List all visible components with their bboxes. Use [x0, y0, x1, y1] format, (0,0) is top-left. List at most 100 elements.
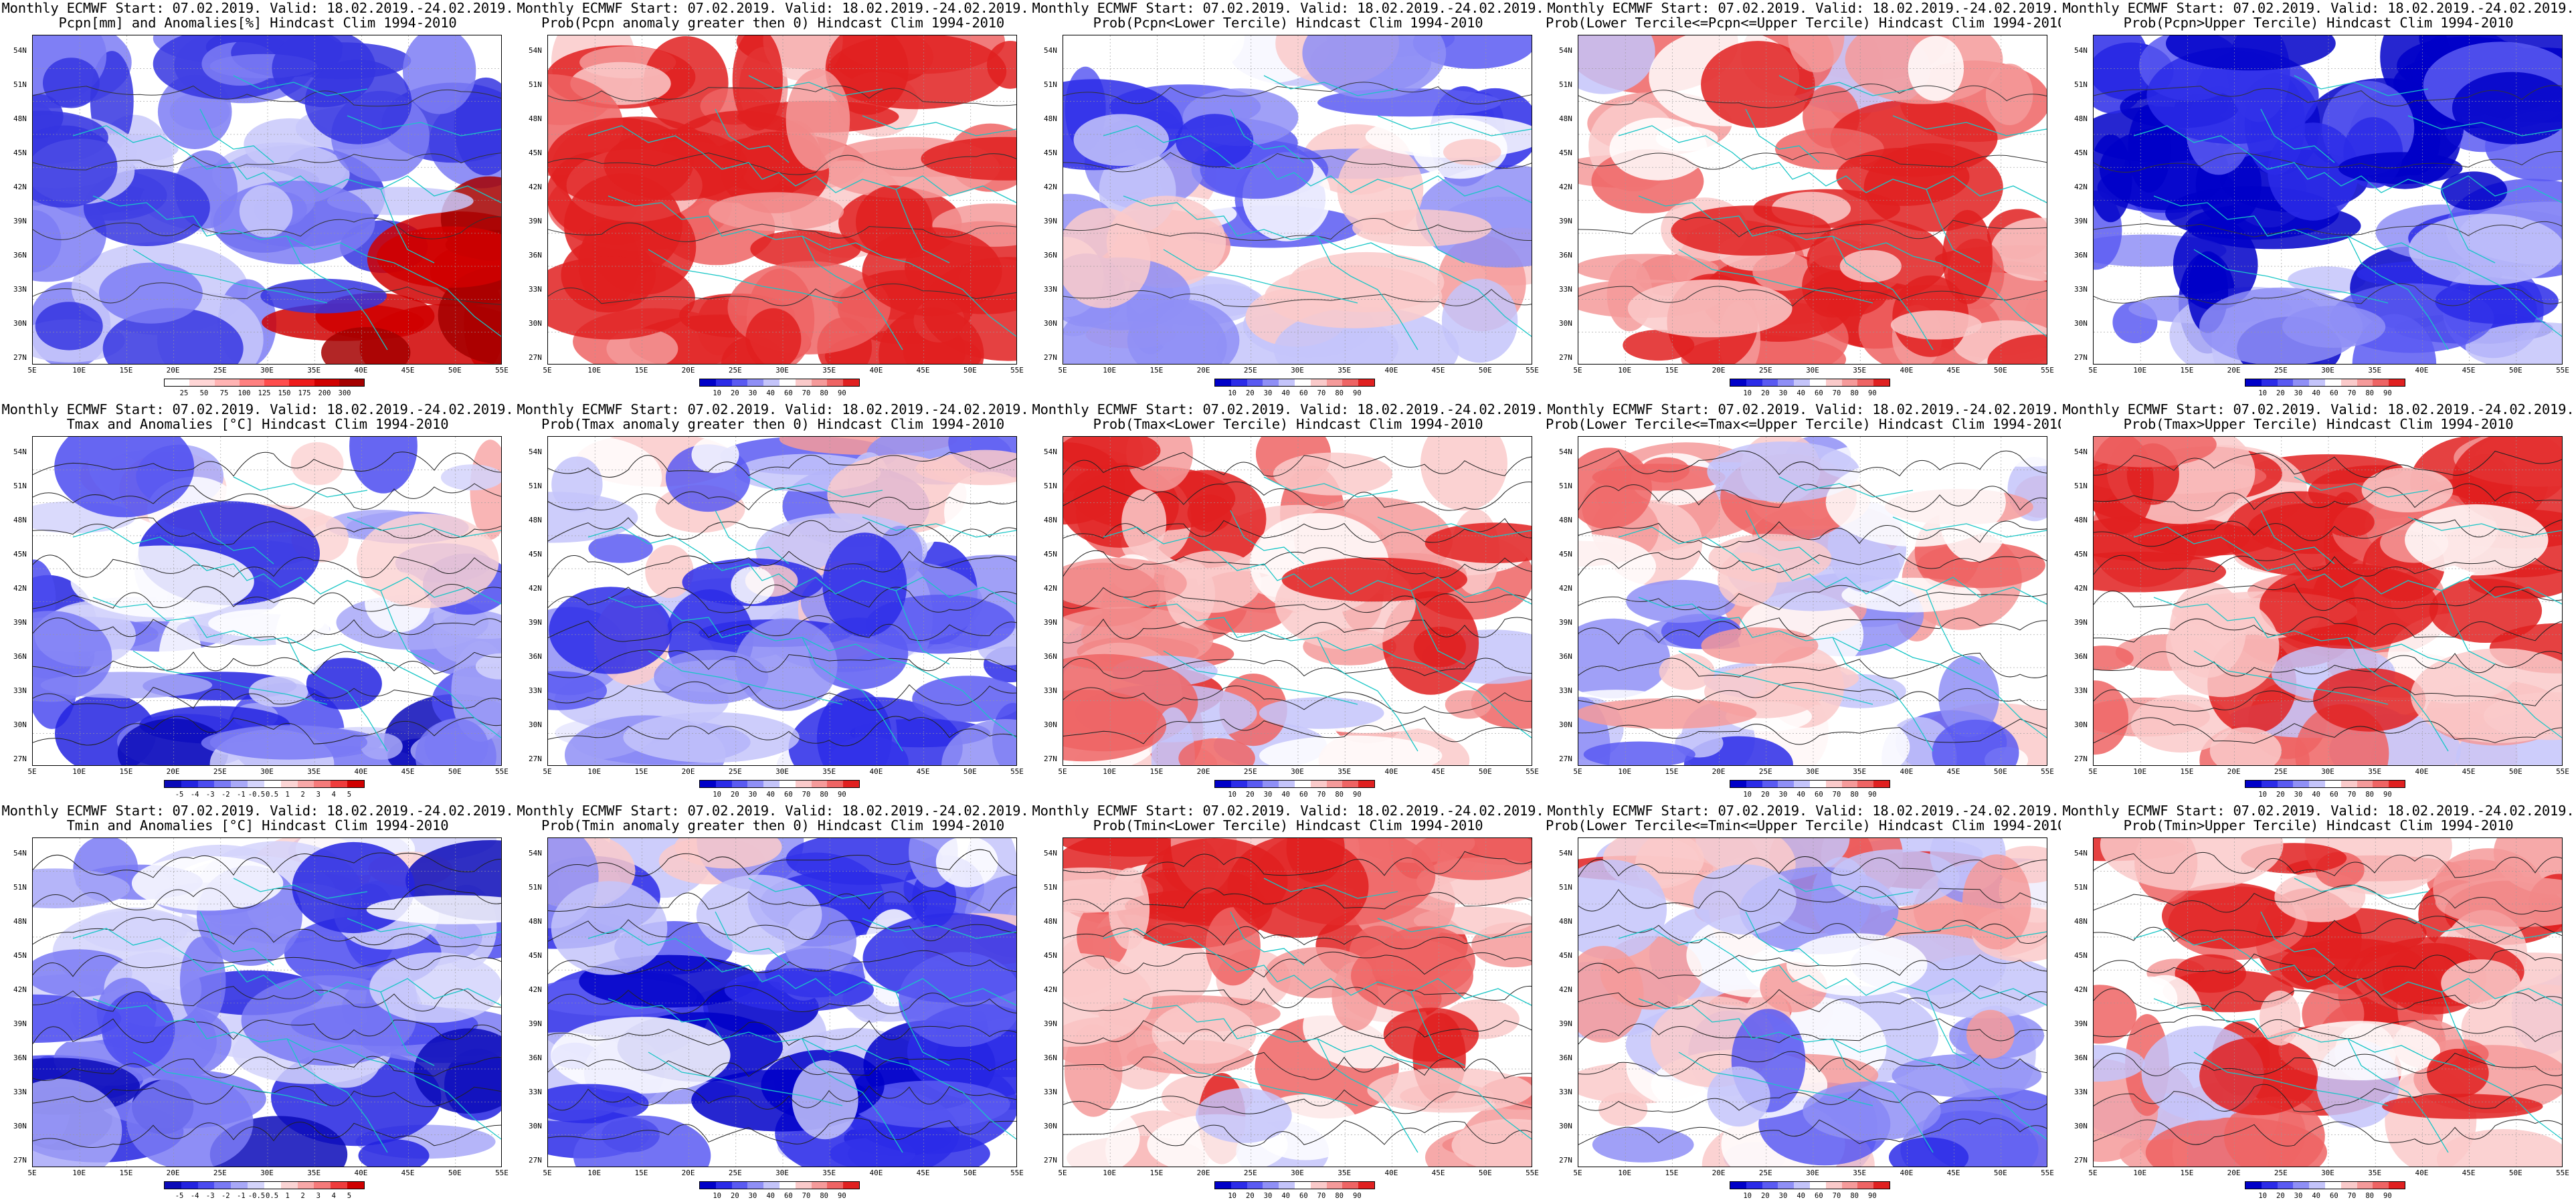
coastline: [802, 1038, 903, 1153]
colour-scale-swatch: [2245, 379, 2262, 386]
field-patch: [1064, 1024, 1123, 1117]
colour-scale-label: 20: [1246, 791, 1255, 799]
colour-scale-label: 60: [1299, 791, 1308, 799]
colour-scale-swatch: [731, 379, 748, 386]
colour-scale-swatch: [2389, 781, 2405, 787]
colour-scale-swatch: [2293, 781, 2310, 787]
colour-scale-label: 20: [1761, 1192, 1770, 1200]
colour-scale-swatch: [331, 781, 348, 787]
colour-scale-swatch: [747, 1182, 764, 1189]
field-patch: [912, 676, 1016, 722]
coastline: [2347, 235, 2449, 350]
colour-scale-bar: [1214, 780, 1375, 788]
colour-scale-label: 10: [1743, 1192, 1752, 1200]
coastline: [1163, 1051, 1358, 1106]
colour-scale-label: 80: [2365, 791, 2374, 799]
field-patch: [2409, 213, 2562, 286]
longitude-label: 35E: [1853, 1169, 1867, 1177]
colour-scale-swatch: [2373, 379, 2389, 386]
field-patch: [1932, 719, 2019, 765]
colour-scale-swatch: [795, 781, 812, 787]
colour-scale-swatch: [1263, 781, 1279, 787]
colour-scale-label: 40: [766, 791, 775, 799]
latitude-label: 36N: [1044, 251, 1057, 260]
field-patch: [1627, 279, 1792, 338]
longitude-label: 20E: [681, 767, 695, 776]
panel-title-line2: Prob(Lower Tercile<=Tmax<=Upper Tercile)…: [1546, 416, 2061, 432]
field-patch: [1187, 494, 1232, 532]
field-patch: [35, 302, 103, 350]
field-patch: [475, 653, 501, 680]
latitude-label: 30N: [1044, 1122, 1057, 1130]
colour-scale-label: 10: [2258, 1192, 2267, 1200]
longitude-label: 30E: [2321, 1169, 2334, 1177]
colour-scale-label: 70: [2347, 1192, 2357, 1200]
longitude-label: 35E: [1338, 767, 1352, 776]
isotherm-contour: [1578, 985, 2047, 1013]
isotherm-contour: [548, 517, 1016, 543]
isotherm-contour: [2094, 1119, 2562, 1146]
longitude-label: 50E: [1993, 366, 2007, 375]
colour-scale-label: -4: [190, 791, 199, 799]
isotherm-contour: [1578, 886, 2047, 912]
colour-scale-label: 10: [1228, 389, 1236, 397]
latitude-label: 42N: [13, 985, 27, 994]
coastline: [233, 75, 368, 96]
panel-title-line1: Monthly ECMWF Start: 07.02.2019. Valid: …: [2062, 803, 2575, 819]
colour-scale-label: 3: [316, 791, 320, 799]
isotherm-contour: [1578, 1018, 2047, 1045]
longitude-label: 50E: [1478, 767, 1492, 776]
isotherm-contour: [33, 686, 501, 709]
latitude-label: 48N: [529, 516, 542, 524]
colour-scale-swatch: [314, 1182, 331, 1189]
colour-scale-swatch: [795, 1182, 812, 1189]
coastline: [132, 650, 328, 705]
colour-scale-swatch: [715, 781, 732, 787]
field-patch: [1578, 35, 1655, 94]
isotherm-contour: [1578, 520, 2047, 548]
field-patch: [290, 442, 344, 486]
colour-scale-swatch: [2309, 379, 2325, 386]
colour-scale-label: -1: [237, 1192, 246, 1200]
longitude-label: 30E: [2321, 767, 2334, 776]
field-patch: [2382, 1094, 2543, 1119]
longitude-label: 40E: [1900, 1169, 1914, 1177]
latitude-label: 33N: [13, 1088, 27, 1096]
isotherm-contour: [2094, 1084, 2562, 1112]
colour-scale-label: 60: [784, 791, 793, 799]
colour-scale-label: 0.5: [266, 791, 279, 799]
field-patch: [179, 936, 226, 1027]
field-patch: [2094, 437, 2217, 468]
field-patch: [239, 185, 293, 237]
field-patch: [1073, 114, 1170, 167]
coastline: [2193, 650, 2389, 705]
panel-title-line2: Prob(Tmax<Lower Tercile) Hindcast Clim 1…: [1093, 416, 1483, 432]
colour-scale-swatch: [1825, 1182, 1842, 1189]
coastline: [1926, 590, 1981, 665]
colour-scale-swatch: [2357, 1182, 2373, 1189]
longitude-label: 40E: [2415, 767, 2429, 776]
longitude-label: 5E: [1058, 366, 1067, 375]
longitude-label: 55E: [2041, 767, 2054, 776]
longitude-label: 25E: [1758, 1169, 1772, 1177]
field-patch: [1948, 437, 2047, 467]
isotherm-contour: [1578, 856, 2047, 879]
coastline: [862, 115, 1016, 136]
coastline: [802, 637, 903, 752]
colour-scale-label: 70: [2347, 791, 2357, 799]
field-patch: [674, 838, 782, 869]
colour-scale-swatch: [700, 1182, 716, 1189]
colour-scale-swatch: [1215, 781, 1231, 787]
field-patch: [413, 1028, 501, 1114]
colour-scale-swatch: [1326, 781, 1343, 787]
colour-scale-swatch: [763, 379, 779, 386]
isotherm-contour: [33, 986, 501, 1012]
isotherm-contour: [33, 917, 501, 947]
colour-scale-swatch: [2261, 781, 2278, 787]
field-patch: [1578, 254, 1719, 283]
isotherm-contour: [548, 950, 1016, 975]
field-patch: [2338, 152, 2463, 185]
latitude-label: 48N: [1559, 917, 1572, 926]
field-patch: [117, 718, 229, 765]
longitude-label: 25E: [728, 366, 742, 375]
